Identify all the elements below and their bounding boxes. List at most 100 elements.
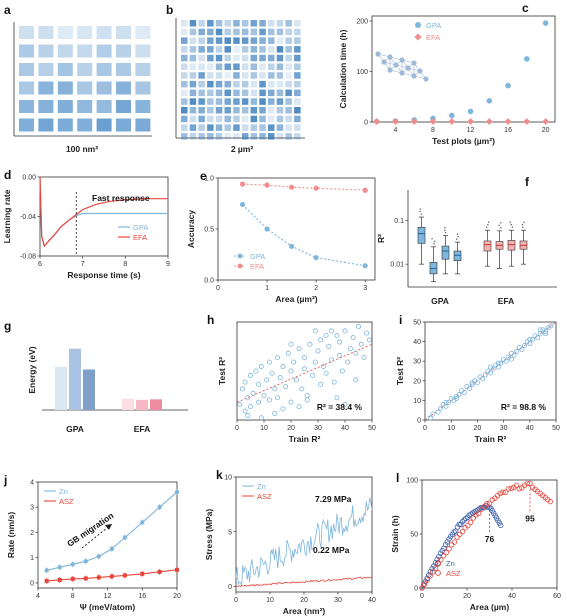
data-point-zn bbox=[70, 562, 75, 567]
grain-cell bbox=[116, 118, 131, 132]
y-tick-label: 0.5 bbox=[204, 227, 214, 234]
legend-label: EFA bbox=[426, 33, 440, 42]
lattice-atom bbox=[423, 76, 429, 82]
grain-cell bbox=[135, 63, 151, 76]
grain-cell bbox=[181, 72, 188, 79]
grain-cell bbox=[224, 89, 231, 97]
y-tick-label: 3 bbox=[30, 505, 34, 512]
grain-cell bbox=[233, 28, 240, 36]
grain-cell bbox=[294, 72, 301, 79]
x-tick-label: 2 bbox=[314, 285, 318, 292]
grain-cell bbox=[250, 46, 258, 53]
grain-cell bbox=[198, 98, 205, 105]
plot-frame bbox=[236, 321, 373, 421]
data-point bbox=[438, 405, 444, 411]
data-point bbox=[453, 395, 459, 401]
grain-cell bbox=[181, 107, 188, 114]
data-point-asz bbox=[508, 485, 514, 492]
grain-cell bbox=[116, 26, 131, 39]
grain-cell bbox=[181, 133, 188, 140]
grain-cell bbox=[285, 28, 292, 36]
panel-label: f bbox=[525, 175, 530, 189]
data-point-asz bbox=[519, 485, 525, 491]
outlier-point bbox=[455, 238, 458, 240]
data-point bbox=[519, 346, 525, 352]
grain-cell bbox=[96, 44, 112, 58]
data-point-asz bbox=[122, 573, 127, 578]
bar-gpa bbox=[83, 369, 95, 410]
grain-cell bbox=[19, 100, 34, 113]
data-point bbox=[274, 355, 280, 361]
grain-cell bbox=[233, 115, 240, 123]
x-tick-label: 0 bbox=[216, 285, 220, 292]
data-point-gpa bbox=[486, 98, 493, 104]
data-point-zn bbox=[454, 524, 461, 530]
data-point-zn bbox=[429, 565, 435, 572]
grain-cell bbox=[224, 124, 231, 131]
data-point-efa bbox=[313, 185, 319, 191]
data-point-gpa bbox=[467, 108, 474, 115]
y-tick-label: 2 bbox=[30, 530, 34, 537]
box bbox=[507, 240, 516, 251]
grain-cell bbox=[96, 26, 112, 39]
grain-cell bbox=[259, 54, 266, 62]
grain-cell bbox=[215, 63, 223, 70]
grain-cell bbox=[233, 72, 240, 79]
data-point-gpa bbox=[313, 254, 319, 261]
grain-cell bbox=[215, 37, 223, 44]
grain-cell bbox=[294, 133, 301, 140]
grain-cell bbox=[198, 20, 205, 27]
lattice-atom bbox=[411, 73, 417, 79]
data-point-zn bbox=[140, 520, 145, 525]
grain-cell bbox=[38, 63, 54, 76]
annotation: 95 bbox=[525, 513, 535, 523]
lattice-atom bbox=[375, 51, 381, 57]
data-point bbox=[318, 381, 324, 387]
x-tick-label: 4 bbox=[394, 127, 398, 134]
grain-cell bbox=[224, 115, 231, 123]
x-tick-label: 10 bbox=[260, 425, 268, 432]
grain-cell bbox=[259, 115, 266, 123]
group-label: GPA bbox=[431, 296, 449, 306]
data-point-asz bbox=[427, 573, 433, 579]
data-point bbox=[315, 348, 321, 354]
grain-cell bbox=[276, 72, 284, 79]
data-point-efa bbox=[429, 118, 437, 125]
x-tick-label: 0 bbox=[235, 425, 239, 432]
data-point bbox=[258, 415, 264, 421]
grain-cell bbox=[233, 80, 240, 88]
data-point bbox=[364, 330, 370, 336]
data-point-asz bbox=[486, 500, 493, 506]
x-tick-label: 9 bbox=[166, 261, 170, 268]
grain-cell bbox=[285, 37, 292, 44]
grain-cell bbox=[285, 54, 292, 62]
lattice-atom bbox=[399, 57, 405, 63]
data-point bbox=[304, 392, 310, 398]
grain-cell bbox=[189, 89, 197, 97]
grain-cell bbox=[189, 133, 197, 140]
grain-cell bbox=[189, 80, 197, 88]
data-point bbox=[535, 335, 541, 341]
data-point-zn bbox=[96, 554, 102, 559]
grain-cell bbox=[241, 107, 249, 114]
grain-cell bbox=[207, 37, 214, 44]
panel-label: e bbox=[200, 169, 207, 183]
series-line-zn bbox=[235, 497, 373, 587]
grain-cell bbox=[250, 28, 258, 36]
data-point bbox=[345, 359, 351, 365]
grain-cell bbox=[181, 54, 188, 62]
data-point-zn bbox=[461, 517, 467, 523]
grain-cell bbox=[224, 98, 231, 105]
grain-cell bbox=[285, 98, 292, 105]
data-point bbox=[495, 360, 501, 366]
data-point bbox=[247, 372, 253, 378]
data-point bbox=[272, 410, 278, 416]
grain-cell bbox=[250, 63, 258, 70]
grain-cell bbox=[259, 124, 266, 131]
data-point bbox=[312, 328, 318, 334]
grain-cell bbox=[198, 107, 205, 114]
grain-cell bbox=[189, 72, 197, 79]
x-tick-label: 20 bbox=[463, 593, 471, 600]
data-point bbox=[511, 352, 517, 358]
trend-arrow bbox=[81, 523, 113, 549]
